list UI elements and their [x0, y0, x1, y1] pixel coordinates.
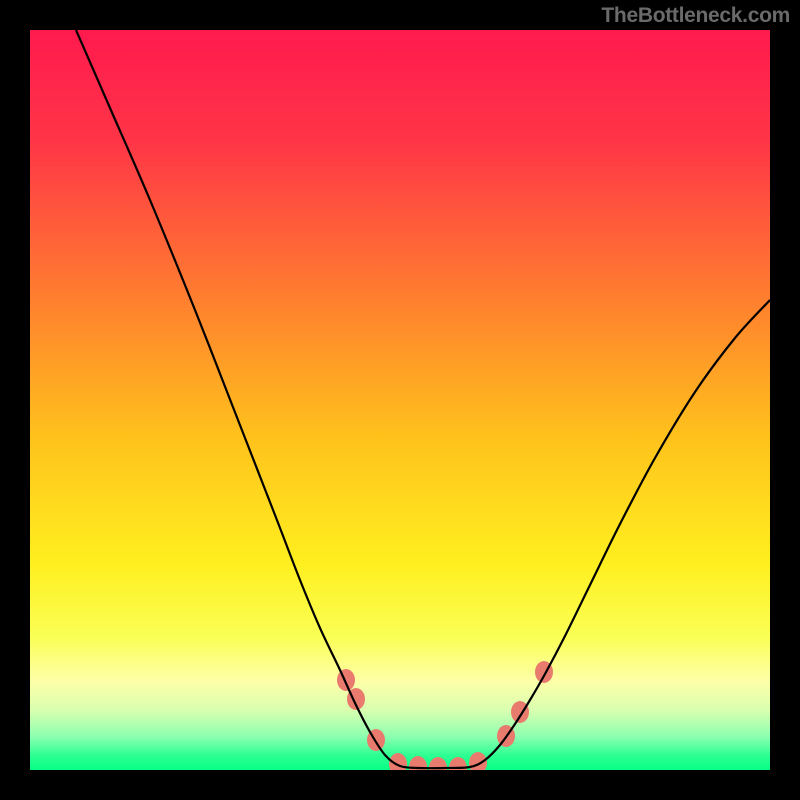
- bottleneck-chart: [0, 0, 800, 800]
- watermark-text: TheBottleneck.com: [601, 4, 790, 28]
- gradient-background: [30, 30, 770, 770]
- marker-point: [337, 669, 355, 691]
- chart-container: TheBottleneck.com: [0, 0, 800, 800]
